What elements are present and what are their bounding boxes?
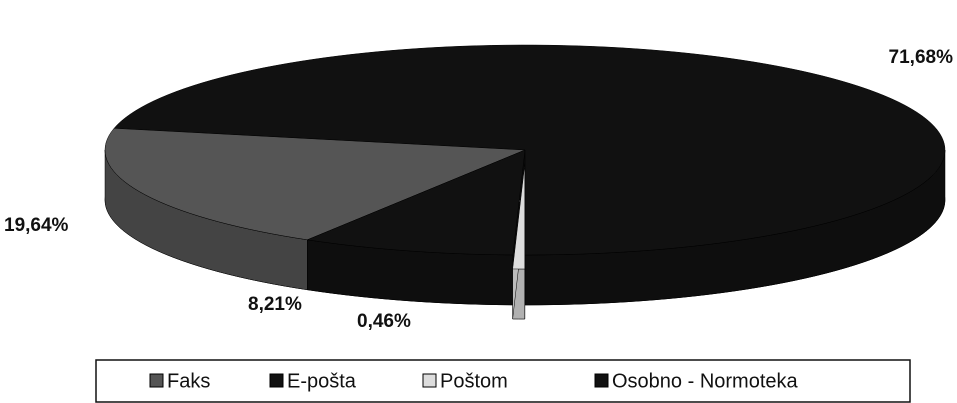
data-label: 0,46% bbox=[357, 311, 411, 332]
legend-label: Faks bbox=[167, 370, 210, 392]
slice bbox=[306, 149, 526, 256]
data-label: 71,68% bbox=[889, 47, 954, 68]
legend-swatch bbox=[149, 373, 164, 388]
legend-swatch bbox=[269, 373, 284, 388]
slice bbox=[512, 163, 526, 270]
data-label: 19,64% bbox=[4, 215, 69, 236]
slice bbox=[113, 44, 946, 256]
legend-box bbox=[95, 359, 911, 403]
legend-swatch bbox=[594, 373, 609, 388]
legend-label: Poštom bbox=[440, 370, 508, 392]
data-label: 8,21% bbox=[248, 294, 302, 315]
legend-label: Osobno - Normoteka bbox=[612, 370, 799, 392]
legend-label: E-pošta bbox=[287, 370, 357, 392]
legend-swatch bbox=[422, 373, 437, 388]
slice bbox=[104, 128, 526, 241]
